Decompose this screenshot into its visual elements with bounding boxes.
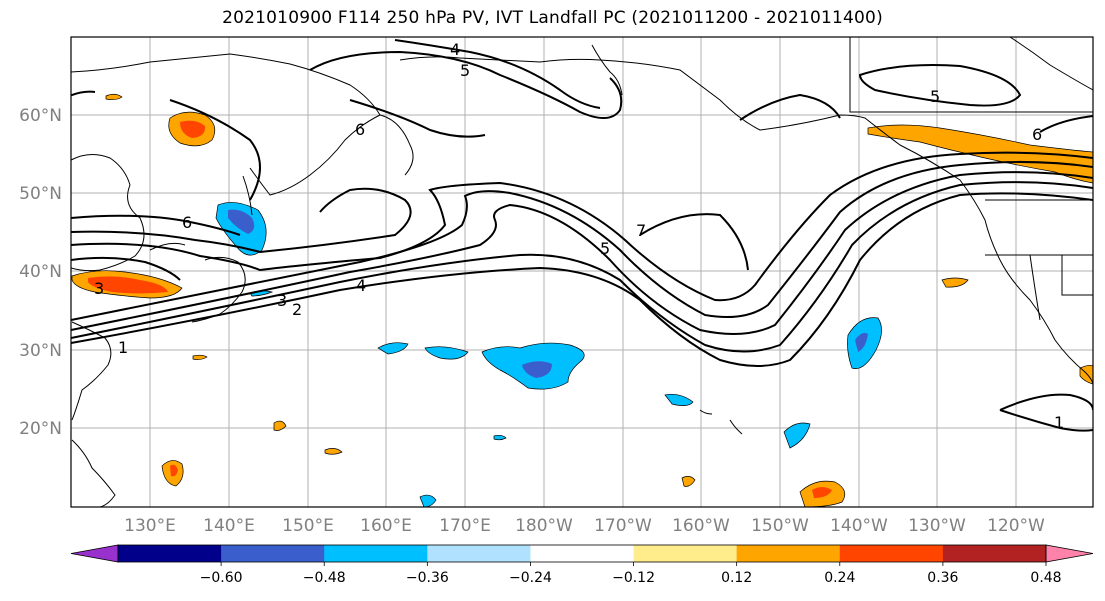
colorbar-segment (633, 545, 738, 562)
lon-label: 120°W (987, 516, 1045, 536)
contour-label: 5 (930, 87, 940, 106)
lon-label: 170°E (439, 516, 491, 536)
colorbar-segment (530, 545, 635, 562)
contour-label: 5 (600, 239, 610, 258)
lon-label: 130°W (908, 516, 966, 536)
pv-contours (71, 39, 1093, 432)
lon-label: 160°E (360, 516, 412, 536)
contour-label: 6 (182, 213, 192, 232)
lon-label: 170°W (594, 516, 652, 536)
colorbar-extend-low (70, 544, 119, 563)
colorbar-tick-label: −0.48 (303, 570, 346, 586)
colorbar-segment (942, 545, 1047, 562)
lat-label-30n: 30°N (19, 341, 62, 361)
colorbar-tick-label: −0.60 (200, 570, 243, 586)
colorbar-tick-label: −0.36 (406, 570, 449, 586)
contour-labels: 4 5 6 6 5 6 5 7 4 3 3 2 1 1 (94, 40, 1064, 432)
colorbar: −0.60 −0.48 −0.36 −0.24 −0.12 0.12 0.24 0.36 0.4… (70, 544, 1094, 586)
contour-label: 1 (1054, 413, 1064, 432)
colorbar-segment (221, 545, 325, 562)
contour-label: 4 (450, 40, 460, 59)
lon-label: 180°W (515, 516, 573, 536)
lon-label: 130°E (124, 516, 176, 536)
colorbar-tick-label: −0.24 (509, 570, 552, 586)
lon-label: 140°W (830, 516, 888, 536)
colorbar-tick-label: 0.12 (721, 570, 752, 586)
colorbar-segment (324, 545, 428, 562)
colorbar-segment (839, 545, 944, 562)
contour-label: 7 (636, 221, 646, 240)
colorbar-segment (736, 545, 841, 562)
lat-label-20n: 20°N (19, 419, 62, 439)
coastlines (71, 37, 1093, 507)
lat-label-60n: 60°N (19, 106, 62, 126)
colorbar-tick-label: 0.36 (927, 570, 958, 586)
contour-label: 4 (356, 276, 366, 295)
colorbar-tick-label: 0.24 (824, 570, 855, 586)
lon-label: 150°E (282, 516, 334, 536)
longitude-labels: 130°E 140°E 150°E 160°E 170°E 180°W 170°… (124, 516, 1045, 536)
contour-label: 6 (355, 120, 365, 139)
lat-label-40n: 40°N (19, 262, 62, 282)
colorbar-extend-high (1045, 544, 1094, 563)
colorbar-segment (427, 545, 531, 562)
map-panel: 4 5 6 6 5 6 5 7 4 3 3 2 1 1 (70, 36, 1094, 508)
pv-shading (71, 93, 1093, 507)
colorbar-tick-label: 0.48 (1030, 570, 1061, 586)
colorbar-tick-label: −0.12 (612, 570, 655, 586)
contour-label: 3 (94, 279, 104, 298)
latitude-labels: 60°N 50°N 40°N 30°N 20°N (19, 106, 62, 439)
lon-label: 160°W (672, 516, 730, 536)
lat-label-50n: 50°N (19, 184, 62, 204)
gridlines (71, 37, 1093, 507)
contour-label: 2 (292, 300, 302, 319)
contour-label: 6 (1032, 125, 1042, 144)
contour-label: 3 (277, 291, 287, 310)
contour-label: 5 (460, 61, 470, 80)
contour-label: 1 (118, 338, 128, 357)
lon-label: 150°W (751, 516, 809, 536)
colorbar-border (117, 544, 1047, 563)
colorbar-segment (118, 545, 222, 562)
map-title: 2021010900 F114 250 hPa PV, IVT Landfall… (222, 8, 883, 28)
lon-label: 140°E (203, 516, 255, 536)
